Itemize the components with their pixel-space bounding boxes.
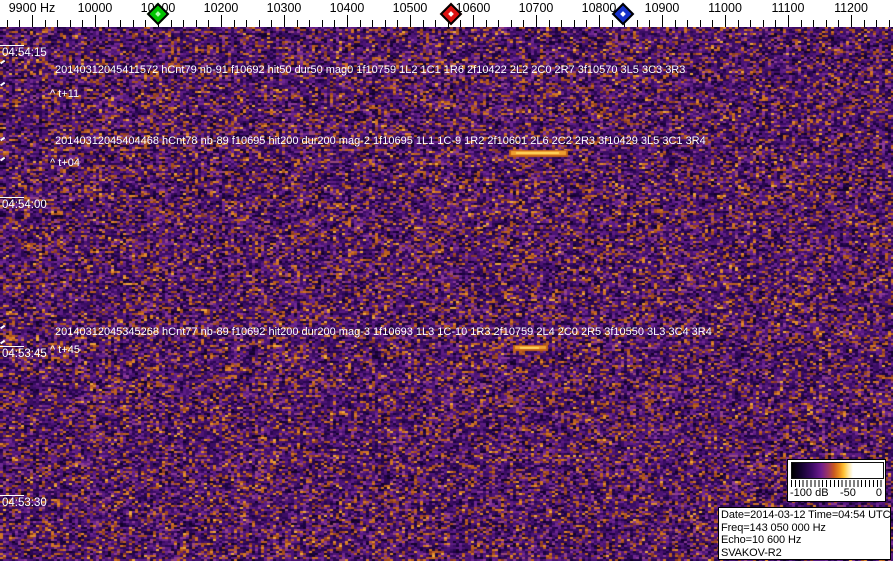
minor-tick xyxy=(573,20,575,27)
minor-tick xyxy=(321,20,323,27)
minor-tick xyxy=(145,20,147,27)
minor-tick xyxy=(649,20,651,27)
minor-tick xyxy=(246,20,248,27)
colorbar-label-max: 0 xyxy=(875,487,882,499)
minor-tick xyxy=(762,20,764,27)
colorbar-label-mid: -50 xyxy=(840,487,856,499)
minor-tick xyxy=(107,20,109,27)
minor-tick xyxy=(523,20,525,27)
minor-tick xyxy=(586,20,588,27)
colorbar-ticks xyxy=(791,480,884,487)
freq-tick-label: 10800 xyxy=(581,1,617,15)
minor-tick xyxy=(359,20,361,27)
minor-tick xyxy=(712,20,714,27)
minor-tick xyxy=(687,20,689,27)
spectrogram-canvas xyxy=(0,27,893,561)
minor-tick xyxy=(737,20,739,27)
freq-tick-label: 10500 xyxy=(392,1,428,15)
colorbar-label-min: -100 dB xyxy=(790,487,829,499)
freq-tick-label: 10600 xyxy=(455,1,491,15)
blue-diamond-marker-center xyxy=(620,11,626,17)
minor-tick xyxy=(296,20,298,27)
freq-tick-label: 11100 xyxy=(771,1,805,15)
minor-tick xyxy=(132,20,134,27)
freq-tick-label: 10900 xyxy=(644,1,680,15)
minor-tick xyxy=(120,20,122,27)
info-line: Echo=10 600 Hz xyxy=(721,534,802,546)
minor-tick xyxy=(170,20,172,27)
freq-tick-label: 10200 xyxy=(203,1,239,15)
minor-tick xyxy=(888,20,890,27)
minor-tick xyxy=(750,20,752,27)
major-tick xyxy=(599,15,600,27)
minor-tick xyxy=(699,20,701,27)
minor-tick xyxy=(435,20,437,27)
minor-tick xyxy=(485,20,487,27)
colorbar-gradient xyxy=(791,462,884,479)
major-tick xyxy=(410,15,411,27)
minor-tick xyxy=(863,20,865,27)
freq-tick-label: 9900 Hz xyxy=(8,1,56,15)
major-tick xyxy=(536,15,537,27)
minor-tick xyxy=(838,20,840,27)
minor-tick xyxy=(397,20,399,27)
minor-tick xyxy=(561,20,563,27)
major-tick xyxy=(221,15,222,27)
minor-tick xyxy=(208,20,210,27)
minor-tick xyxy=(825,20,827,27)
info-line: Freq=143 050 000 Hz xyxy=(721,521,826,534)
minor-tick xyxy=(498,20,500,27)
major-tick xyxy=(284,15,285,27)
info-line: SVAKOV-R2 xyxy=(721,546,782,559)
minor-tick xyxy=(19,20,21,27)
major-tick xyxy=(95,15,96,27)
minor-tick xyxy=(611,20,613,27)
minor-tick xyxy=(57,20,59,27)
minor-tick xyxy=(183,20,185,27)
minor-tick xyxy=(233,20,235,27)
minor-tick xyxy=(334,20,336,27)
minor-tick xyxy=(460,20,462,27)
green-diamond-marker-center xyxy=(155,11,161,17)
colorbar-legend: -100 dB -50 0 xyxy=(787,459,886,502)
info-line: Date=2014-03-12 Time=04:54 UTC xyxy=(721,509,891,521)
minor-tick xyxy=(876,20,878,27)
minor-tick xyxy=(800,20,802,27)
major-tick xyxy=(32,15,33,27)
major-tick xyxy=(473,15,474,27)
major-tick xyxy=(788,15,789,27)
minor-tick xyxy=(44,20,46,27)
minor-tick xyxy=(271,20,273,27)
freq-tick-label: 10300 xyxy=(266,1,302,15)
frequency-axis: 9900 Hz100001010010200103001040010500106… xyxy=(0,0,893,27)
freq-tick-label: 10400 xyxy=(329,1,365,15)
minor-tick xyxy=(69,20,71,27)
red-diamond-marker-center xyxy=(448,11,454,17)
minor-tick xyxy=(258,20,260,27)
minor-tick xyxy=(636,20,638,27)
major-tick xyxy=(725,15,726,27)
minor-tick xyxy=(372,20,374,27)
freq-tick-label: 10700 xyxy=(518,1,554,15)
major-tick xyxy=(851,15,852,27)
minor-tick xyxy=(384,20,386,27)
freq-tick-label: 11000 xyxy=(708,1,742,15)
minor-tick xyxy=(309,20,311,27)
minor-tick xyxy=(813,20,815,27)
info-box: Date=2014-03-12 Time=04:54 UTC Freq=143 0… xyxy=(718,507,891,560)
minor-tick xyxy=(548,20,550,27)
minor-tick xyxy=(510,20,512,27)
minor-tick xyxy=(674,20,676,27)
minor-tick xyxy=(422,20,424,27)
minor-tick xyxy=(82,20,84,27)
major-tick xyxy=(347,15,348,27)
minor-tick xyxy=(6,20,8,27)
freq-tick-label: 11200 xyxy=(834,1,868,15)
major-tick xyxy=(662,15,663,27)
minor-tick xyxy=(775,20,777,27)
freq-tick-label: 10000 xyxy=(77,1,113,15)
minor-tick xyxy=(195,20,197,27)
